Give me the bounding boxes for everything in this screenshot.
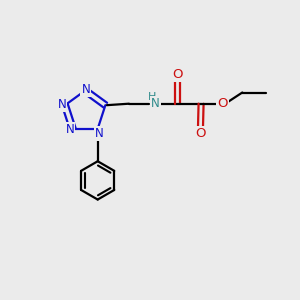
Text: N: N [65,123,74,136]
Text: N: N [95,127,103,140]
Text: H: H [148,92,157,102]
Text: N: N [151,97,160,110]
Text: O: O [195,127,206,140]
Text: N: N [58,98,67,111]
Text: O: O [172,68,183,81]
Text: O: O [217,97,227,110]
Text: N: N [81,83,90,96]
